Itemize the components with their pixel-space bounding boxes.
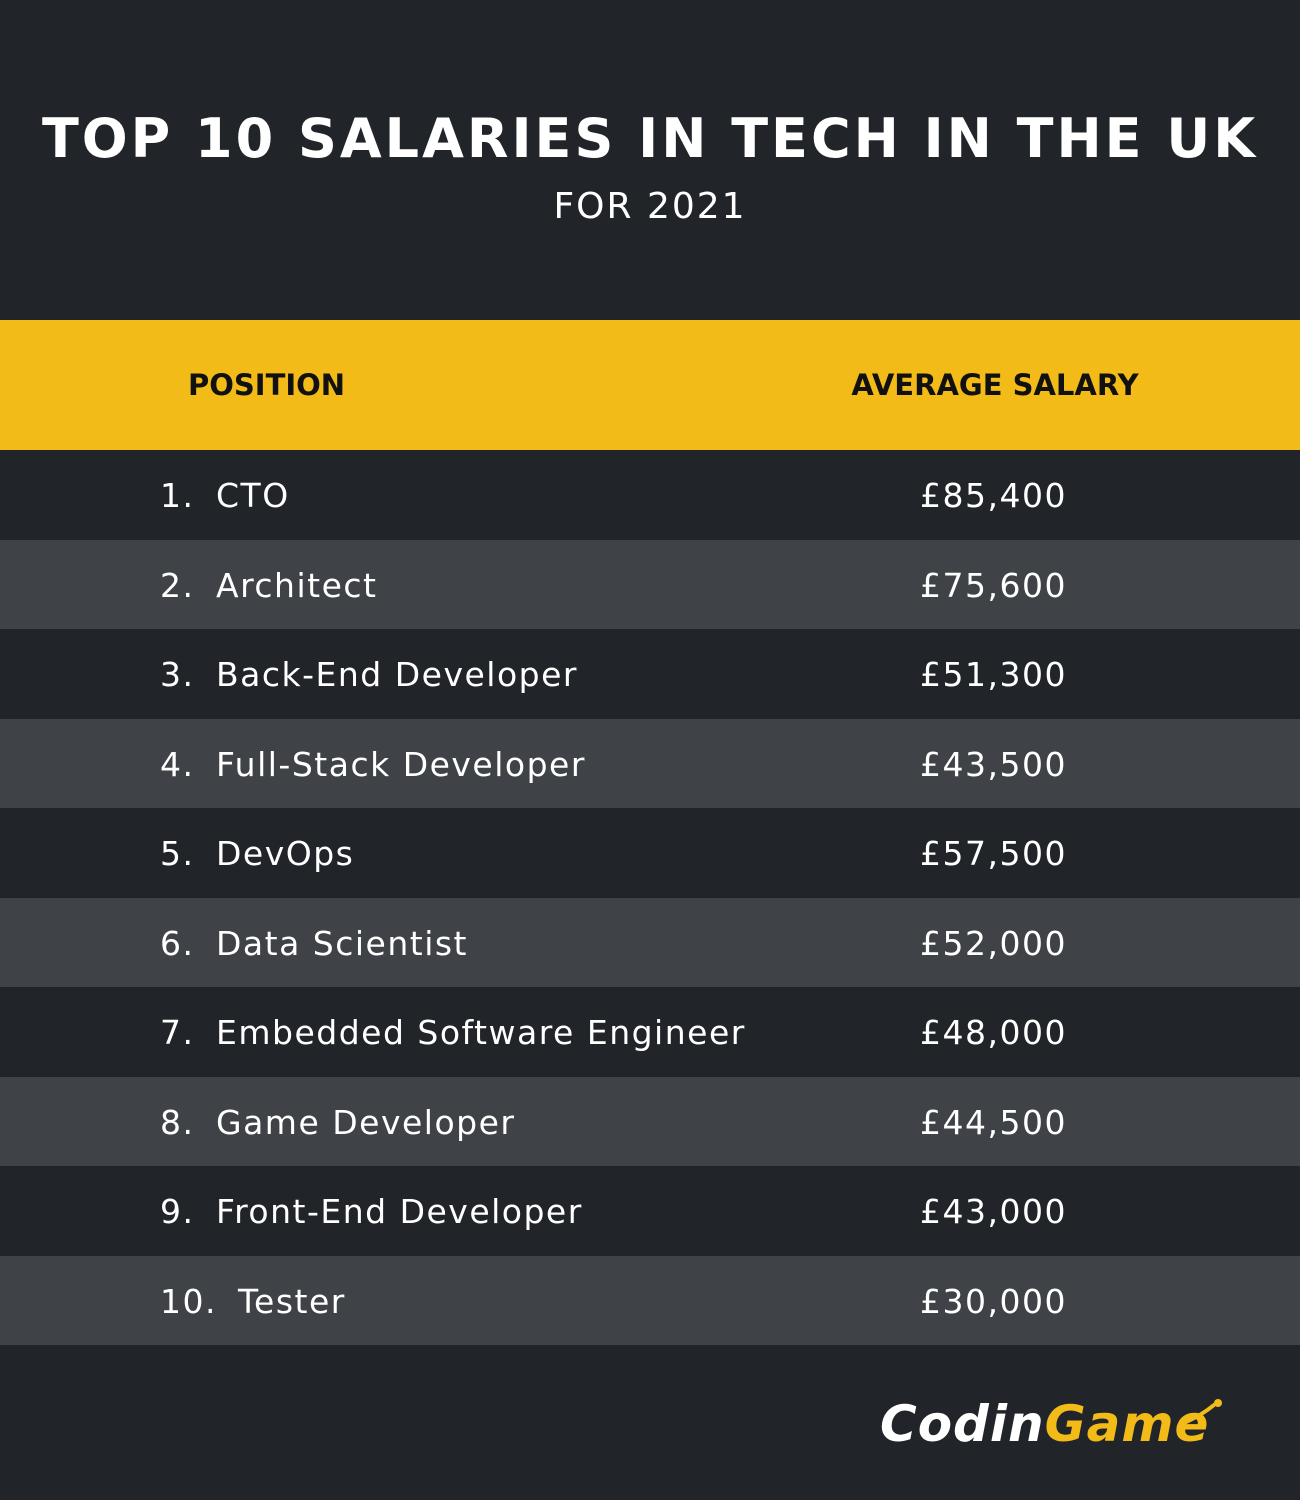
table-row: 2. Architect £75,600 (0, 539, 1300, 629)
table-row: 10. Tester £30,000 (0, 1255, 1300, 1345)
table-row: 1. CTO £85,400 (0, 450, 1300, 540)
row-rank: 4. (160, 744, 195, 784)
row-position: Data Scientist (216, 923, 468, 963)
logo-text-game: Game (1044, 1395, 1210, 1453)
page-subtitle: FOR 2021 (553, 186, 747, 227)
row-rank: 8. (160, 1102, 195, 1142)
row-position: CTO (216, 476, 290, 515)
codingame-logo-icon (1182, 1399, 1222, 1425)
row-salary: £52,000 (920, 923, 1067, 963)
column-header-salary: AVERAGE SALARY (851, 368, 1139, 402)
row-salary: £57,500 (920, 834, 1067, 873)
codingame-logo: CodinGame (880, 1395, 1222, 1459)
row-position: Back-End Developer (216, 655, 578, 694)
table-row: 9. Front-End Developer £43,000 (0, 1166, 1300, 1256)
table-row: 8. Game Developer £44,500 (0, 1076, 1300, 1166)
row-rank: 2. (160, 565, 195, 605)
row-position: Full-Stack Developer (216, 744, 586, 784)
row-rank: 5. (160, 834, 195, 873)
salary-table: 1. CTO £85,400 2. Architect £75,600 3. Back-End… (0, 450, 1300, 1345)
table-row: 6. Data Scientist £52,000 (0, 897, 1300, 987)
table-row: 7. Embedded Software Engineer £48,000 (0, 987, 1300, 1077)
row-rank: 10. (160, 1281, 217, 1321)
row-position: Game Developer (216, 1102, 516, 1142)
column-header-position: POSITION (188, 368, 346, 402)
row-rank: 9. (160, 1192, 195, 1231)
table-row: 4. Full-Stack Developer £43,500 (0, 718, 1300, 808)
page-title: TOP 10 SALARIES IN TECH IN THE UK (41, 107, 1259, 170)
row-position: Front-End Developer (216, 1192, 583, 1231)
row-rank: 7. (160, 1013, 195, 1052)
table-row: 3. Back-End Developer £51,300 (0, 629, 1300, 719)
row-salary: £48,000 (920, 1013, 1067, 1052)
row-salary: £43,500 (920, 744, 1067, 784)
row-salary: £75,600 (920, 565, 1067, 605)
row-rank: 6. (160, 923, 195, 963)
table-row: 5. DevOps £57,500 (0, 808, 1300, 898)
row-rank: 1. (160, 476, 195, 515)
row-rank: 3. (160, 655, 195, 694)
row-position: DevOps (216, 834, 355, 873)
row-position: Architect (216, 565, 378, 605)
row-salary: £44,500 (920, 1102, 1067, 1142)
row-salary: £51,300 (920, 655, 1067, 694)
table-header: POSITION AVERAGE SALARY (0, 320, 1300, 450)
row-salary: £85,400 (920, 476, 1067, 515)
row-position: Tester (238, 1281, 346, 1321)
row-position: Embedded Software Engineer (216, 1013, 746, 1052)
row-salary: £43,000 (920, 1192, 1067, 1231)
logo-text-codin: Codin (880, 1395, 1045, 1453)
row-salary: £30,000 (920, 1281, 1067, 1321)
